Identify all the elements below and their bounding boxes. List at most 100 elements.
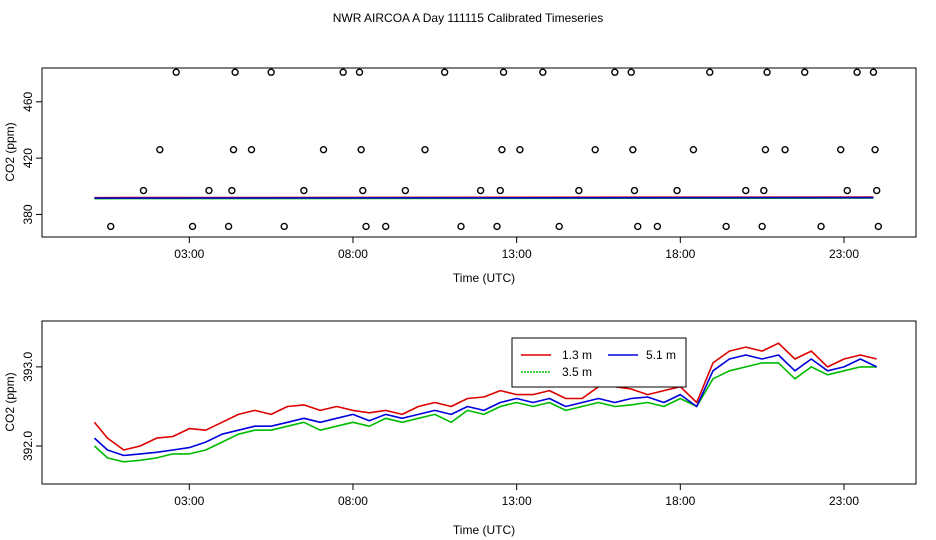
legend-label-3-5m: 3.5 m [562, 365, 592, 379]
scatter-point [843, 186, 851, 195]
scatter-point [300, 186, 308, 195]
scatter-point [247, 145, 256, 154]
y-tick-label-bottom: 392.0 [21, 431, 35, 461]
scatter-point [362, 222, 370, 231]
scatter-point [224, 222, 233, 231]
scatter-point [401, 186, 410, 195]
scatter-point [706, 68, 714, 76]
scatter-point [853, 68, 861, 76]
scatter-point [781, 145, 789, 154]
scatter-point [634, 222, 642, 231]
scatter-point [760, 186, 768, 195]
series-line-5-1-m [93, 354, 878, 457]
scatter-point [591, 145, 599, 154]
y-tick-label-top: 380 [21, 204, 35, 224]
legend-box [511, 337, 687, 388]
y-tick-label-bottom: 393.0 [21, 352, 35, 382]
scatter-point [516, 145, 524, 154]
x-axis-label-top: Time (UTC) [453, 271, 515, 285]
x-tick-label-top: 08:00 [338, 247, 368, 261]
scatter-point [817, 222, 825, 231]
scatter-points [107, 68, 883, 231]
x-tick-label-bottom: 23:00 [829, 494, 859, 508]
series-line-3-5-m [93, 362, 877, 463]
scatter-point [555, 222, 563, 231]
scatter-point [611, 68, 619, 76]
scatter-point [627, 68, 635, 76]
scatter-point [229, 145, 238, 154]
scatter-point [673, 186, 681, 195]
scatter-point [280, 222, 288, 231]
y-tick-label-top: 460 [21, 91, 35, 111]
scatter-point [228, 186, 236, 195]
x-axis-bottom: 03:00 08:00 13:00 18:00 23:00 [174, 484, 859, 508]
x-tick-label-bottom: 03:00 [174, 494, 204, 508]
scatter-point [156, 145, 164, 154]
scatter-point [629, 145, 637, 154]
x-tick-label-bottom: 08:00 [338, 494, 368, 508]
scatter-point [539, 68, 547, 76]
scatter-point [871, 145, 879, 154]
scatter-point [107, 222, 115, 231]
panel-bottom-line: 03:00 08:00 13:00 18:00 23:00 392.0 393.0 Tim… [3, 320, 917, 537]
x-tick-label-bottom: 18:00 [665, 494, 695, 508]
scatter-point [496, 186, 504, 195]
scatter-point [359, 186, 367, 195]
series-line-1-3-m [93, 342, 877, 451]
series-lines [93, 342, 878, 463]
scatter-point [630, 186, 639, 195]
y-axis-label-top: CO2 (ppm) [3, 122, 17, 181]
scatter-point [575, 186, 583, 195]
scatter-point [758, 222, 766, 231]
plot-frame-top [41, 67, 917, 238]
y-axis-top: 380 420 460 [21, 91, 42, 224]
scatter-point [205, 186, 213, 195]
legend-label-1-3m: 1.3 m [562, 348, 592, 362]
scatter-point [873, 186, 881, 195]
baseline-lines-top [94, 196, 874, 200]
baseline-line-c51 [94, 196, 874, 199]
legend: 1.3 m 5.1 m 3.5 m [511, 337, 687, 388]
scatter-point [188, 222, 197, 231]
scatter-point [801, 68, 809, 76]
scatter-point [339, 68, 347, 76]
scatter-point [382, 222, 390, 231]
scatter-point [761, 145, 770, 154]
scatter-point [457, 222, 465, 231]
x-axis-label-bottom: Time (UTC) [453, 523, 515, 537]
scatter-point [139, 186, 148, 195]
x-tick-label-bottom: 13:00 [502, 494, 532, 508]
x-tick-label-top: 03:00 [174, 247, 204, 261]
scatter-point [319, 145, 328, 154]
scatter-point [267, 68, 275, 76]
scatter-point [440, 68, 449, 76]
scatter-point [874, 222, 883, 231]
scatter-point [357, 145, 365, 154]
plot-frame-bottom [41, 320, 917, 485]
y-axis-label-bottom: CO2 (ppm) [3, 372, 17, 431]
x-tick-label-top: 13:00 [502, 247, 532, 261]
x-tick-label-top: 23:00 [829, 247, 859, 261]
scatter-point [499, 68, 508, 76]
scatter-point [763, 68, 771, 76]
x-axis-top: 03:00 08:00 13:00 18:00 23:00 [174, 237, 859, 261]
scatter-point [498, 145, 506, 154]
figure-title: NWR AIRCOA A Day 111115 Calibrated Times… [333, 11, 604, 25]
scatter-point [869, 68, 878, 76]
scatter-point [837, 145, 845, 154]
scatter-point [722, 222, 730, 231]
scatter-point [653, 222, 662, 231]
panel-top-scatter: 03:00 08:00 13:00 18:00 23:00 380 420 460 Time… [3, 67, 917, 285]
scatter-point [689, 145, 698, 154]
scatter-point [476, 186, 485, 195]
scatter-point [231, 68, 239, 76]
scatter-point [493, 222, 501, 231]
legend-label-5-1m: 5.1 m [646, 348, 676, 362]
scatter-point [172, 68, 180, 76]
scatter-point [355, 68, 364, 76]
y-tick-label-top: 420 [21, 148, 35, 168]
y-axis-bottom: 392.0 393.0 [21, 352, 42, 461]
scatter-point [742, 186, 750, 195]
x-tick-label-top: 18:00 [665, 247, 695, 261]
